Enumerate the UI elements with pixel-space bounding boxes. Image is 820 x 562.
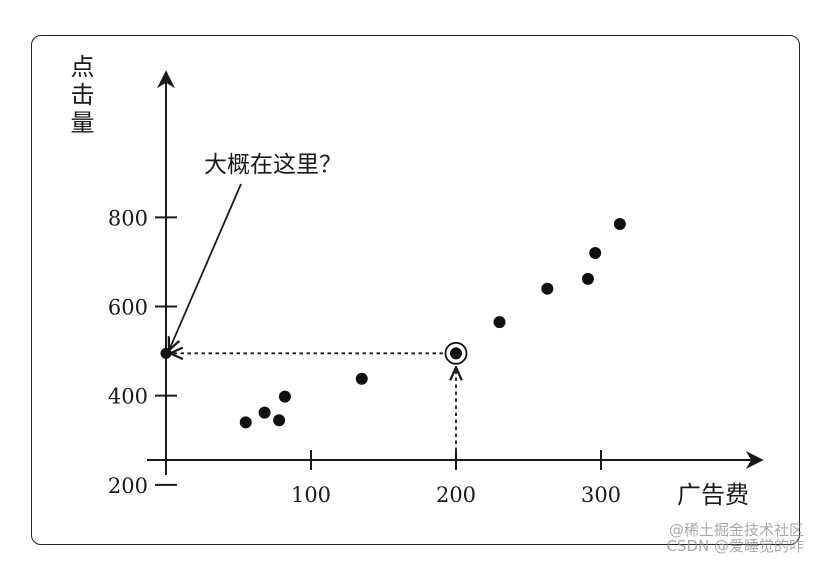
data-point-1 [239,416,252,429]
annotation-arrow [169,183,242,350]
data-point-3 [273,414,286,427]
watermark-line-2: CSDN @爱睡觉的咋 [666,537,804,555]
x-tick-label-200: 200 [436,483,476,507]
data-point-10 [613,218,626,231]
watermark-line-1: @稀土掘金技术社区 [668,521,804,539]
data-point-2 [258,406,271,419]
data-point-5 [355,372,368,385]
data-point-9 [589,247,602,260]
highlight-point [450,347,462,360]
target-point [160,347,172,359]
data-point-4 [278,390,291,403]
data-point-7 [541,282,554,295]
x-tick-label-300: 300 [581,483,621,507]
data-point-8 [581,272,594,285]
annotation-label: 大概在这里？ [204,152,342,178]
x-tick-label-100: 100 [291,483,331,507]
y-tick-label-600: 600 [108,296,148,320]
y-axis-title: 点击量 [66,54,94,138]
y-tick-label-800: 800 [108,206,148,230]
watermark: @稀土掘金技术社区 CSDN @爱睡觉的咋 [666,522,804,554]
data-point-6 [493,316,506,329]
x-axis-title: 广告费 [677,481,749,509]
y-tick-label-400: 400 [108,385,148,409]
y-tick-label-200: 200 [108,474,148,498]
